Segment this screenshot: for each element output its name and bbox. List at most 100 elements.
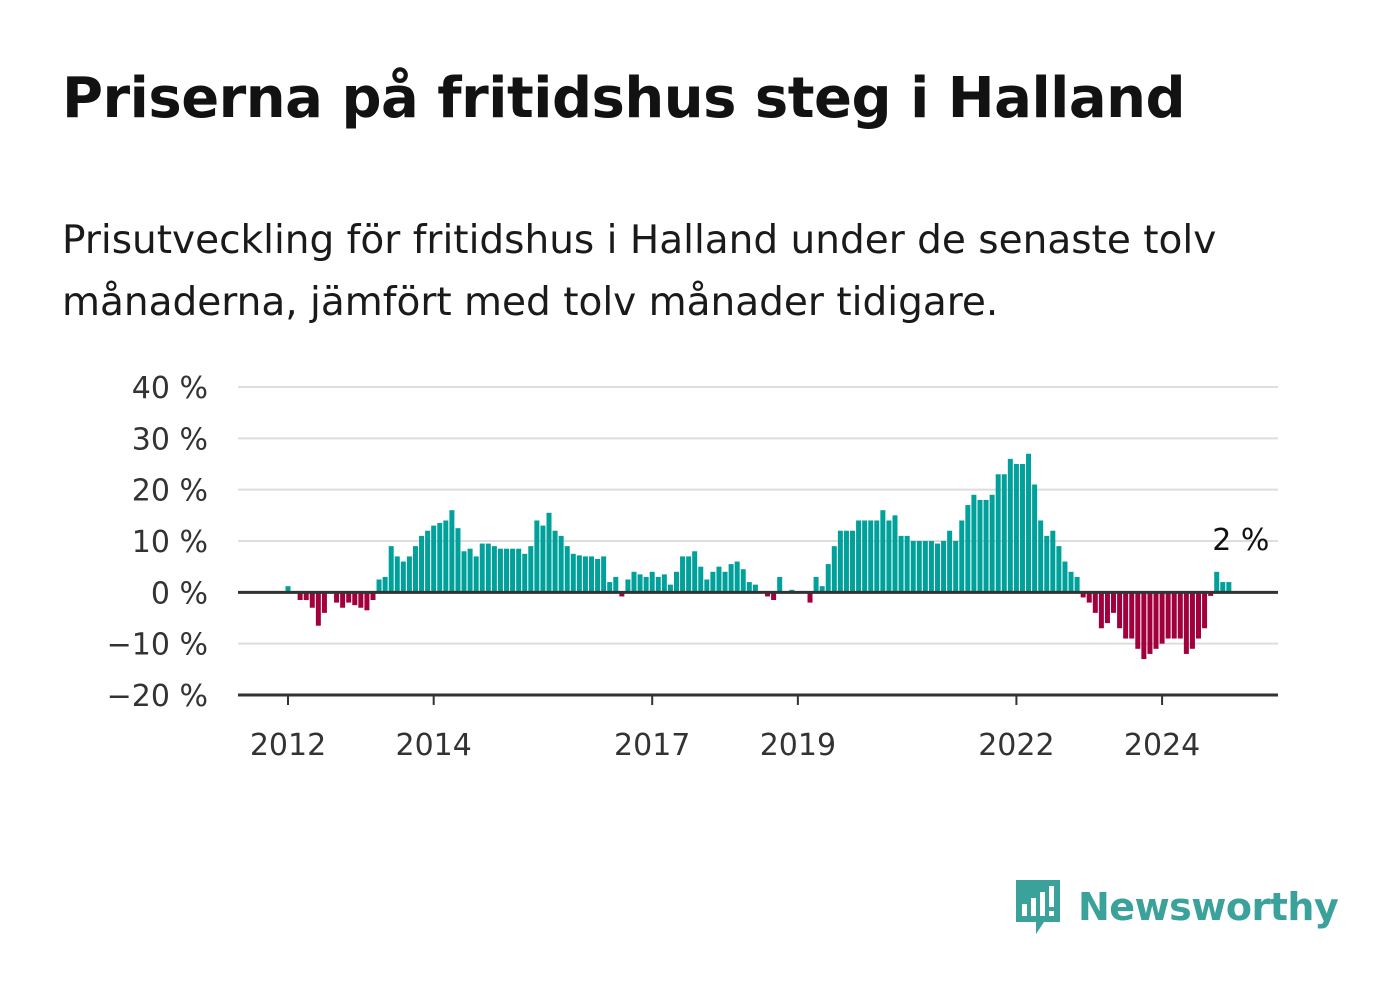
bar xyxy=(516,548,522,593)
bar xyxy=(1098,592,1104,629)
bar xyxy=(673,571,679,593)
bar xyxy=(340,592,346,608)
y-tick-label: 10 % xyxy=(132,525,208,560)
x-tick-label: 2012 xyxy=(250,728,326,763)
chart-title: Priserna på fritidshus steg i Halland xyxy=(62,66,1186,131)
bar xyxy=(1183,592,1189,654)
y-tick-label: 0 % xyxy=(151,576,208,611)
bar xyxy=(485,543,491,593)
last-value-label: 2 % xyxy=(1212,523,1269,558)
bar xyxy=(886,520,892,593)
x-tick-label: 2014 xyxy=(396,728,472,763)
bar xyxy=(1062,561,1068,593)
bar xyxy=(910,541,916,593)
y-tick-label: −10 % xyxy=(107,628,208,663)
bar xyxy=(400,561,406,593)
bar xyxy=(321,592,327,613)
bar xyxy=(667,584,673,593)
bar xyxy=(916,541,922,593)
bar xyxy=(765,592,771,597)
x-tick-label: 2017 xyxy=(614,728,690,763)
bar xyxy=(722,571,728,593)
bar xyxy=(1165,592,1171,639)
bar xyxy=(953,541,959,593)
bar xyxy=(564,546,570,593)
bar xyxy=(388,546,394,593)
bar xyxy=(1086,592,1092,603)
bar xyxy=(716,566,722,593)
bar xyxy=(880,510,886,593)
bar xyxy=(661,574,667,593)
bar xyxy=(285,586,291,593)
chart-subtitle: Prisutveckling för fritidshus i Halland … xyxy=(62,218,1217,325)
bar xyxy=(1074,576,1080,593)
bar xyxy=(346,592,352,603)
bar xyxy=(734,561,740,593)
bar xyxy=(546,512,552,593)
bar xyxy=(1153,592,1159,649)
bar xyxy=(534,520,540,593)
bar xyxy=(655,576,661,593)
bar xyxy=(412,546,418,593)
bar xyxy=(1044,535,1050,593)
bar xyxy=(983,499,989,593)
bar xyxy=(613,576,619,593)
bar xyxy=(740,569,746,593)
bar xyxy=(746,582,752,593)
bar xyxy=(473,556,479,593)
bar xyxy=(461,551,467,593)
bar xyxy=(467,548,473,593)
bar xyxy=(601,556,607,593)
bar xyxy=(1032,484,1038,593)
bar xyxy=(928,541,934,593)
bar xyxy=(431,525,437,593)
bar xyxy=(922,541,928,593)
bar xyxy=(704,579,710,593)
bar xyxy=(813,576,819,593)
newsworthy-logo-icon xyxy=(1016,880,1060,934)
brand-logo: Newsworthy xyxy=(1012,876,1339,938)
bar xyxy=(837,530,843,593)
y-tick-label: 20 % xyxy=(132,474,208,509)
bar xyxy=(831,546,837,593)
bar xyxy=(643,576,649,593)
bar xyxy=(947,530,953,593)
bar xyxy=(1220,582,1226,593)
bar xyxy=(1135,592,1141,649)
x-tick-label: 2024 xyxy=(1124,728,1200,763)
bar xyxy=(406,556,412,593)
bar xyxy=(1080,592,1086,598)
bar xyxy=(1068,571,1074,593)
bar xyxy=(1159,592,1165,644)
bar xyxy=(771,592,777,601)
bar xyxy=(589,556,594,593)
bar xyxy=(1147,592,1153,654)
bar xyxy=(1141,592,1147,660)
bar xyxy=(1196,592,1201,639)
bar xyxy=(297,592,303,601)
bar xyxy=(504,548,510,593)
bar xyxy=(892,515,898,593)
bar xyxy=(1208,592,1214,596)
gridlines xyxy=(238,386,1278,645)
bar xyxy=(1050,530,1056,593)
bar xyxy=(941,541,947,593)
bar xyxy=(419,535,425,593)
bar xyxy=(576,555,582,593)
bar xyxy=(522,553,528,593)
bar xyxy=(376,579,382,593)
bar xyxy=(437,523,443,593)
bar xyxy=(850,530,856,593)
x-tick-label: 2019 xyxy=(760,728,836,763)
bar xyxy=(455,528,461,593)
bar xyxy=(807,592,813,603)
bar xyxy=(1214,571,1220,593)
bar xyxy=(934,543,940,593)
bar xyxy=(394,556,400,593)
bar xyxy=(874,520,880,593)
bar xyxy=(868,520,874,593)
tick-labels: −20 % −10 % 0 % 10 % 20 % 30 % 40 % 2012 2014 201… xyxy=(107,371,1270,763)
bar xyxy=(686,556,692,593)
bar xyxy=(479,543,485,593)
bar xyxy=(1056,546,1062,593)
